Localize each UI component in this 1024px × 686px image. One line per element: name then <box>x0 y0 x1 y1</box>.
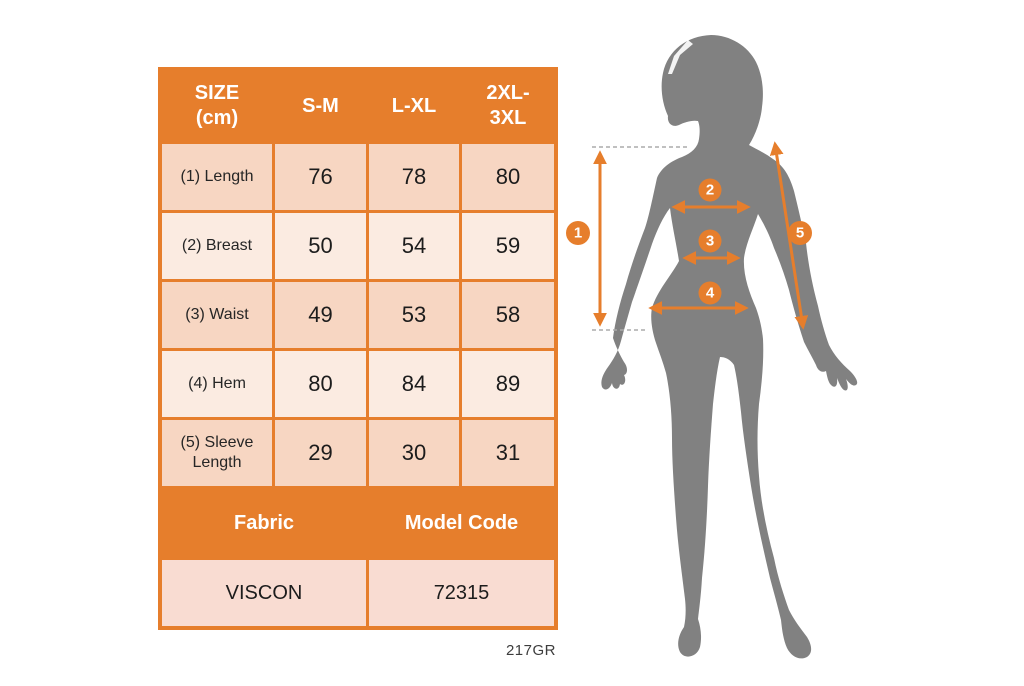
header-s-m: S-M <box>275 71 366 141</box>
model-code-value: 72315 <box>369 560 554 626</box>
header-l-xl: L-XL <box>369 71 459 141</box>
row-label-breast: (2) Breast <box>162 213 272 279</box>
header-2xl-3xl: 2XL-3XL <box>462 71 554 141</box>
marker-4-badge: 4 <box>698 281 722 305</box>
value-length-sm: 76 <box>275 144 366 210</box>
fabric-value: VISCON <box>162 560 366 626</box>
value-breast-2xl: 59 <box>462 213 554 279</box>
value-length-lxl: 78 <box>369 144 459 210</box>
row-label-sleeve-length: (5) Sleeve Length <box>162 420 272 486</box>
marker-2-number: 2 <box>706 182 714 199</box>
marker-3-badge: 3 <box>698 229 722 253</box>
value-hem-2xl: 89 <box>462 351 554 417</box>
value-breast-sm: 50 <box>275 213 366 279</box>
value-length-2xl: 80 <box>462 144 554 210</box>
footer-header-model-code: Model Code <box>369 489 554 557</box>
marker-2-badge: 2 <box>698 178 722 202</box>
marker-5-badge: 5 <box>788 221 812 245</box>
row-label-waist: (3) Waist <box>162 282 272 348</box>
size-table: SIZE (cm) S-M L-XL 2XL-3XL (1) Length 76… <box>158 67 558 630</box>
value-sleeve-lxl: 30 <box>369 420 459 486</box>
value-waist-2xl: 58 <box>462 282 554 348</box>
marker-4-number: 4 <box>706 285 715 302</box>
value-hem-sm: 80 <box>275 351 366 417</box>
value-breast-lxl: 54 <box>369 213 459 279</box>
value-waist-sm: 49 <box>275 282 366 348</box>
measurement-figure: 1 2 3 4 5 <box>560 0 900 686</box>
hair-parting-line <box>668 40 693 74</box>
style-code-footnote: 217GR <box>505 642 556 659</box>
female-silhouette <box>601 35 858 659</box>
row-label-length: (1) Length <box>162 144 272 210</box>
value-sleeve-sm: 29 <box>275 420 366 486</box>
row-label-hem: (4) Hem <box>162 351 272 417</box>
marker-1-number: 1 <box>574 225 582 242</box>
header-size-cm: SIZE (cm) <box>162 71 272 141</box>
footer-header-fabric: Fabric <box>162 489 366 557</box>
marker-5-number: 5 <box>796 225 804 242</box>
marker-3-number: 3 <box>706 233 714 250</box>
value-hem-lxl: 84 <box>369 351 459 417</box>
value-sleeve-2xl: 31 <box>462 420 554 486</box>
marker-1-badge: 1 <box>566 221 590 245</box>
value-waist-lxl: 53 <box>369 282 459 348</box>
